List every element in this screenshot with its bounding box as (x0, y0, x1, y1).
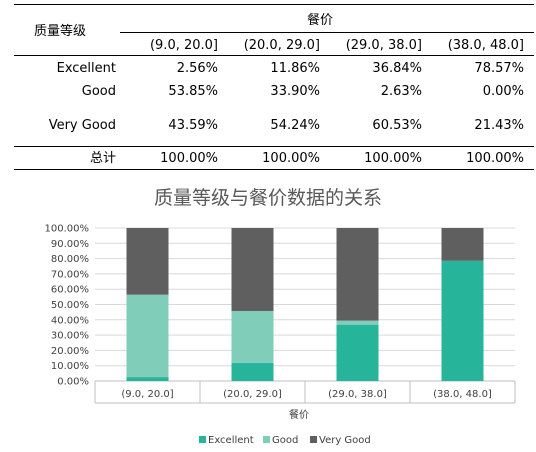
bar-excellent (441, 260, 484, 381)
table-cell: 2.63% (380, 84, 422, 99)
x-tick-label: (29.0, 38.0] (328, 389, 387, 400)
legend-swatch (199, 436, 206, 443)
table-bottom-rule (14, 169, 534, 170)
table-cell: 33.90% (270, 84, 320, 99)
table-cell: 54.24% (270, 118, 320, 133)
table-total-rule (14, 146, 534, 147)
table-cell: 60.53% (372, 118, 422, 133)
x-tick-label: (20.0, 29.0] (223, 389, 282, 400)
bar-very-good (231, 228, 274, 311)
y-tick-label: 60.00% (51, 285, 89, 296)
table-cell: 78.57% (474, 61, 524, 76)
table-cell: 36.84% (372, 61, 422, 76)
table-total-cell: 100.00% (160, 151, 218, 166)
y-tick-label: 90.00% (51, 239, 89, 250)
table-cell: 0.00% (482, 84, 524, 99)
row-header-title: 质量等级 (34, 24, 87, 39)
row-label-excellent: Excellent (56, 61, 116, 76)
y-tick-label: 0.00% (57, 377, 89, 388)
bar-excellent (336, 324, 379, 381)
y-tick-label: 30.00% (51, 331, 89, 342)
column-header: (9.0, 20.0] (149, 38, 218, 53)
x-tick-label: (38.0, 48.0] (433, 389, 492, 400)
legend-label: Good (272, 435, 298, 446)
column-header: (20.0, 29.0] (243, 38, 320, 53)
y-tick-label: 80.00% (51, 254, 89, 265)
table-cell: 53.85% (168, 84, 218, 99)
bar-very-good (441, 228, 484, 261)
legend-label: Very Good (319, 435, 371, 446)
table-cell: 2.56% (176, 61, 218, 76)
bar-very-good (126, 228, 169, 295)
bar-very-good (336, 228, 379, 321)
row-label-good: Good (81, 84, 116, 99)
table-cell: 21.43% (474, 118, 524, 133)
column-header: (38.0, 48.0] (447, 38, 524, 53)
legend-swatch (263, 436, 270, 443)
row-label-very-good: Very Good (48, 118, 116, 133)
table-cell: 43.59% (168, 118, 218, 133)
bar-good (231, 310, 274, 363)
column-group-title: 餐价 (306, 13, 333, 28)
y-tick-label: 50.00% (51, 300, 89, 311)
bar-excellent (126, 377, 169, 381)
y-tick-label: 10.00% (51, 361, 89, 372)
y-tick-label: 70.00% (51, 269, 89, 280)
table-total-cell: 100.00% (262, 151, 320, 166)
x-tick-label: (9.0, 20.0] (121, 389, 173, 400)
table-total-cell: 100.00% (466, 151, 524, 166)
bar-excellent (231, 362, 274, 381)
column-header: (29.0, 38.0] (345, 38, 422, 53)
legend-label: Excellent (208, 435, 254, 446)
table-cell: 11.86% (270, 61, 320, 76)
x-axis-title: 餐价 (289, 408, 309, 421)
table-top-rule (14, 4, 534, 5)
bar-good (336, 320, 379, 325)
bar-good (126, 294, 169, 378)
y-tick-label: 40.00% (51, 315, 89, 326)
y-tick-label: 100.00% (45, 224, 90, 235)
chart-title: 质量等级与餐价数据的关系 (153, 187, 382, 209)
legend-swatch (310, 436, 317, 443)
table-header-rule (14, 55, 534, 56)
table-total-cell: 100.00% (364, 151, 422, 166)
table-group-rule (120, 32, 534, 33)
pivot-table: 质量等级 餐价 (9.0, 20.0] (20.0, 29.0] (29.0, … (0, 0, 536, 172)
row-label-total: 总计 (89, 151, 116, 166)
y-tick-label: 20.00% (51, 346, 89, 357)
